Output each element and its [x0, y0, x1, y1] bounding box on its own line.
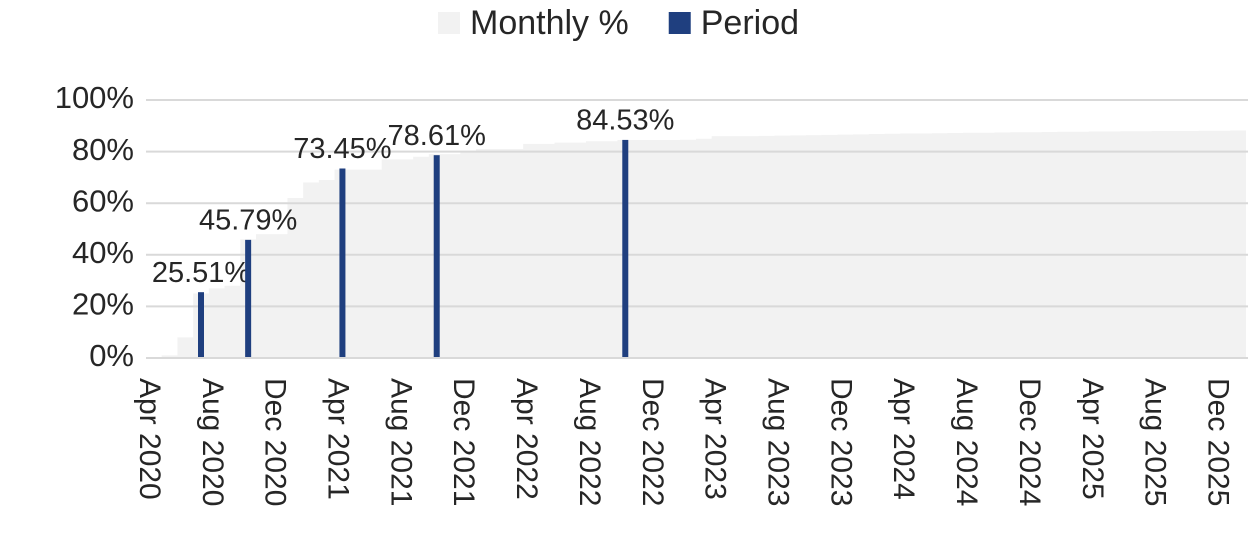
bar: [433, 155, 440, 358]
x-tick-label: Dec 2023: [824, 378, 857, 506]
bar: [339, 168, 346, 358]
bar: [198, 292, 204, 358]
x-tick-label: Dec 2022: [636, 378, 669, 506]
x-tick-label: Aug 2023: [762, 378, 795, 506]
data-label: 78.61%: [388, 120, 486, 152]
y-tick-label: 40%: [72, 235, 134, 270]
x-tick-label: Apr 2025: [1076, 378, 1109, 500]
data-label: 73.45%: [293, 133, 391, 165]
x-tick-label: Apr 2023: [699, 378, 732, 500]
x-tick-label: Apr 2020: [133, 378, 166, 500]
x-tick-label: Apr 2021: [322, 378, 355, 500]
x-tick-label: Apr 2024: [887, 378, 920, 500]
data-label: 25.51%: [152, 257, 250, 289]
x-tick-label: Aug 2022: [573, 378, 606, 506]
x-tick-label: Apr 2022: [510, 378, 543, 500]
x-tick-label: Aug 2021: [384, 378, 417, 506]
y-tick-label: 0%: [89, 338, 134, 373]
x-tick-label: Aug 2024: [950, 378, 983, 506]
x-tick-label: Aug 2025: [1139, 378, 1172, 506]
legend-label: Period: [701, 4, 799, 42]
area: [146, 130, 1246, 358]
y-tick-label: 80%: [72, 132, 134, 167]
x-tick-label: Aug 2020: [196, 378, 229, 506]
y-tick-label: 60%: [72, 183, 134, 218]
x-tick-label: Dec 2021: [447, 378, 480, 506]
data-label: 45.79%: [199, 205, 297, 237]
legend-swatch: [668, 12, 691, 34]
x-tick-label: Dec 2020: [259, 378, 292, 506]
bar: [245, 239, 252, 358]
y-tick-label: 100%: [55, 80, 134, 115]
legend-swatch: [438, 12, 460, 34]
legend-label: Monthly %: [470, 4, 629, 42]
x-tick-label: Dec 2024: [1013, 378, 1046, 506]
x-tick-label: Dec 2025: [1202, 378, 1235, 506]
data-label: 84.53%: [576, 105, 674, 137]
bar: [622, 139, 629, 358]
y-tick-label: 20%: [72, 287, 134, 322]
